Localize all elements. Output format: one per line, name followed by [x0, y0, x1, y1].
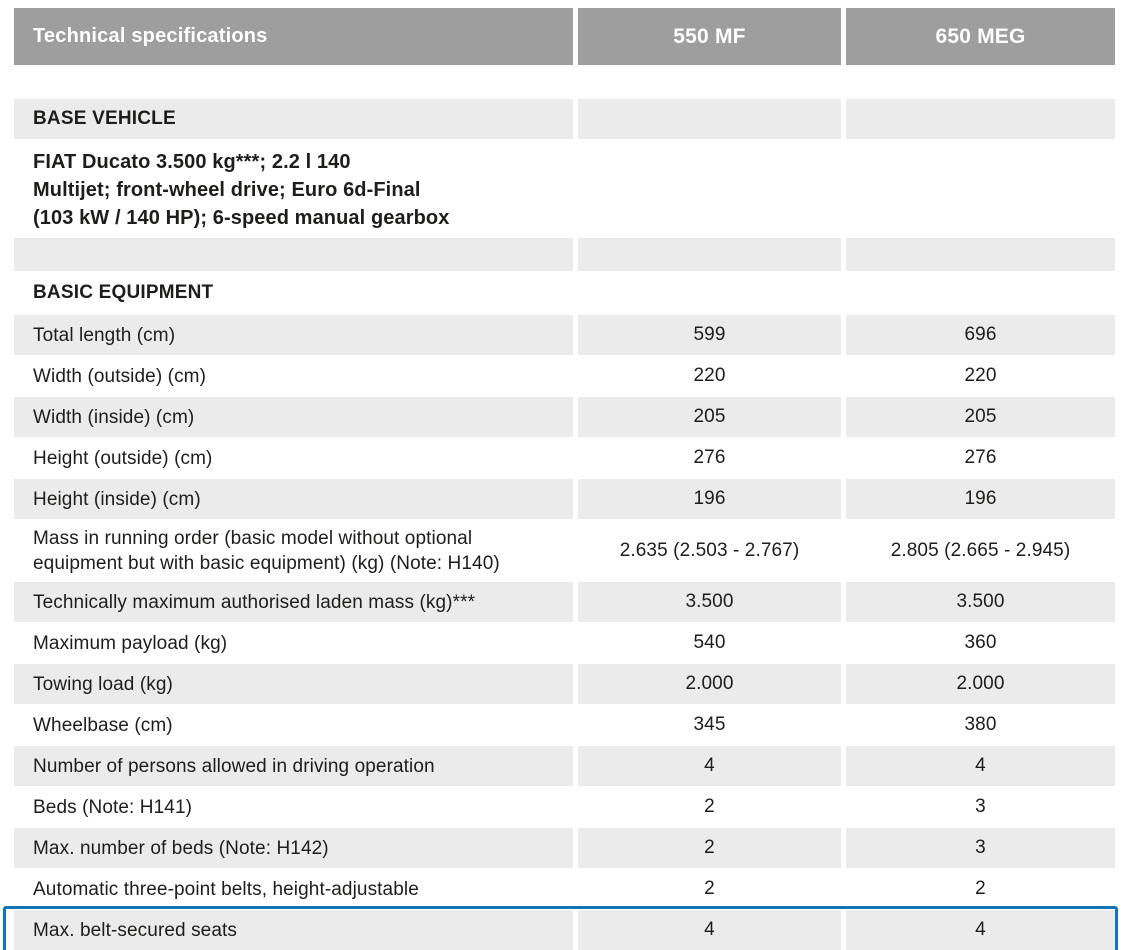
- table-row: Mass in running order (basic model witho…: [14, 520, 1115, 581]
- header-title: Technical specifications: [14, 8, 573, 65]
- row-value-550mf: 4: [578, 910, 841, 950]
- section-row-basic-equipment: BASIC EQUIPMENT: [14, 271, 1115, 315]
- row-label: Height (inside) (cm): [14, 479, 573, 519]
- section-row-base-vehicle: BASE VEHICLE: [14, 99, 1115, 139]
- spacer-cell: [578, 238, 841, 271]
- table-row: Towing load (kg) 2.000 2.000: [14, 664, 1115, 704]
- row-value-550mf: 2: [578, 787, 841, 827]
- row-value-550mf: 276: [578, 438, 841, 478]
- row-label: Width (inside) (cm): [14, 397, 573, 437]
- row-value-550mf: 220: [578, 356, 841, 396]
- base-vehicle-description-line: Multijet; front-wheel drive; Euro 6d-Fin…: [33, 179, 421, 201]
- row-value-550mf: 2: [578, 828, 841, 868]
- row-label: Total length (cm): [14, 315, 573, 355]
- base-vehicle-title-cell: BASE VEHICLE: [14, 99, 573, 139]
- table-row: Beds (Note: H141) 2 3: [14, 787, 1115, 827]
- row-label: Maximum payload (kg): [14, 623, 573, 663]
- spacer-row: [14, 238, 1115, 271]
- base-vehicle-title: BASE VEHICLE: [33, 108, 176, 129]
- row-value-550mf: 599: [578, 315, 841, 355]
- row-value-550mf: 4: [578, 746, 841, 786]
- table-row: Number of persons allowed in driving ope…: [14, 746, 1115, 786]
- row-value-650meg: 2.805 (2.665 - 2.945): [846, 520, 1115, 581]
- row-value-650meg: 3: [846, 787, 1115, 827]
- table-header-row: Technical specifications 550 MF 650 MEG: [14, 8, 1115, 65]
- table-row: Automatic three-point belts, height-adju…: [14, 869, 1115, 909]
- row-value-650meg: 196: [846, 479, 1115, 519]
- row-value-650meg: 205: [846, 397, 1115, 437]
- row-value-550mf: 2: [578, 869, 841, 909]
- basic-equipment-title: BASIC EQUIPMENT: [33, 282, 214, 303]
- row-label: Width (outside) (cm): [14, 356, 573, 396]
- base-vehicle-description: FIAT Ducato 3.500 kg***; 2.2 l 140 Multi…: [14, 139, 1115, 238]
- row-label: Max. number of beds (Note: H142): [14, 828, 573, 868]
- table-row: Technically maximum authorised laden mas…: [14, 582, 1115, 622]
- row-value-650meg: 3: [846, 828, 1115, 868]
- table-row: Total length (cm) 599 696: [14, 315, 1115, 355]
- row-label: Height (outside) (cm): [14, 438, 573, 478]
- base-vehicle-empty-cell-1: [578, 99, 841, 139]
- base-vehicle-description-line: (103 kW / 140 HP); 6-speed manual gearbo…: [33, 207, 450, 229]
- row-label: Wheelbase (cm): [14, 705, 573, 745]
- row-value-650meg: 380: [846, 705, 1115, 745]
- row-value-550mf: 345: [578, 705, 841, 745]
- table-row: Height (outside) (cm) 276 276: [14, 438, 1115, 478]
- row-label: Number of persons allowed in driving ope…: [14, 746, 573, 786]
- row-value-650meg: 2: [846, 869, 1115, 909]
- spec-rows-container: Total length (cm) 599 696 Width (outside…: [3, 315, 1118, 950]
- row-label: Max. belt-secured seats: [14, 910, 573, 950]
- row-label: Beds (Note: H141): [14, 787, 573, 827]
- table-row: Maximum payload (kg) 540 360: [14, 623, 1115, 663]
- row-value-650meg: 220: [846, 356, 1115, 396]
- header-model-550mf: 550 MF: [578, 8, 841, 65]
- row-value-550mf: 205: [578, 397, 841, 437]
- base-vehicle-empty-cell-2: [846, 99, 1115, 139]
- row-value-650meg: 360: [846, 623, 1115, 663]
- table-row: Wheelbase (cm) 345 380: [14, 705, 1115, 745]
- base-vehicle-description-line: FIAT Ducato 3.500 kg***; 2.2 l 140: [33, 151, 351, 173]
- row-value-650meg: 4: [846, 746, 1115, 786]
- row-value-550mf: 2.000: [578, 664, 841, 704]
- row-value-550mf: 3.500: [578, 582, 841, 622]
- row-value-650meg: 276: [846, 438, 1115, 478]
- header-model-650meg: 650 MEG: [846, 8, 1115, 65]
- row-value-550mf: 196: [578, 479, 841, 519]
- table-row: Max. belt-secured seats 4 4: [3, 906, 1118, 950]
- row-value-650meg: 4: [846, 910, 1115, 950]
- row-label: Mass in running order (basic model witho…: [14, 520, 573, 581]
- row-value-650meg: 2.000: [846, 664, 1115, 704]
- table-row: Max. number of beds (Note: H142) 2 3: [14, 828, 1115, 868]
- row-value-650meg: 696: [846, 315, 1115, 355]
- row-label: Towing load (kg): [14, 664, 573, 704]
- row-label: Automatic three-point belts, height-adju…: [14, 869, 573, 909]
- table-row: Height (inside) (cm) 196 196: [14, 479, 1115, 519]
- row-value-550mf: 2.635 (2.503 - 2.767): [578, 520, 841, 581]
- spacer-cell: [846, 238, 1115, 271]
- spacer-cell: [14, 238, 573, 271]
- row-value-550mf: 540: [578, 623, 841, 663]
- table-row: Width (outside) (cm) 220 220: [14, 356, 1115, 396]
- table-row: Width (inside) (cm) 205 205: [14, 397, 1115, 437]
- row-value-650meg: 3.500: [846, 582, 1115, 622]
- row-label: Technically maximum authorised laden mas…: [14, 582, 573, 622]
